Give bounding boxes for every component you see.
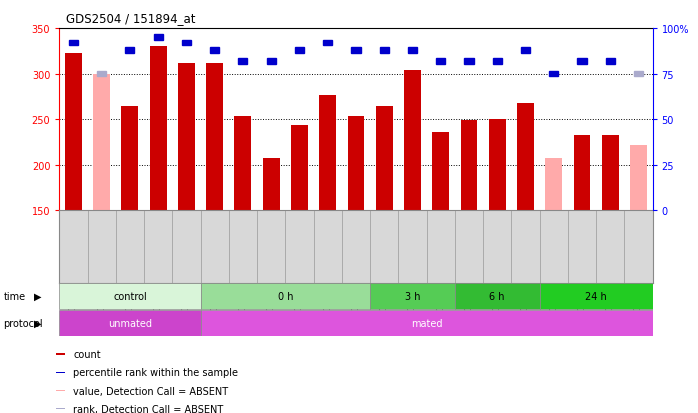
Text: value, Detection Call = ABSENT: value, Detection Call = ABSENT	[73, 386, 228, 396]
Bar	[432, 133, 450, 211]
Bar	[178, 64, 195, 211]
Bar	[239, 59, 248, 64]
Text: ▶: ▶	[34, 291, 41, 301]
Text: protocol: protocol	[3, 318, 43, 328]
Bar	[404, 71, 421, 211]
Bar	[380, 48, 389, 53]
Bar	[574, 136, 591, 211]
Bar	[182, 41, 191, 46]
Bar	[634, 71, 643, 77]
Bar	[59, 310, 200, 336]
Bar	[200, 283, 370, 309]
Text: count: count	[73, 349, 101, 359]
Text: ▶: ▶	[34, 318, 41, 328]
Bar	[267, 59, 276, 64]
Bar	[97, 71, 106, 77]
Text: 3 h: 3 h	[405, 291, 420, 301]
Bar	[461, 121, 477, 211]
Bar	[352, 48, 360, 53]
Bar	[464, 59, 473, 64]
Bar	[59, 283, 200, 309]
Bar	[121, 107, 138, 211]
Bar	[577, 59, 586, 64]
Bar	[455, 283, 540, 309]
Bar	[150, 47, 167, 211]
Bar	[235, 117, 251, 211]
Bar	[630, 145, 647, 211]
Bar	[56, 408, 65, 410]
Text: control: control	[113, 291, 147, 301]
Bar	[493, 59, 502, 64]
Bar	[489, 120, 506, 211]
Bar	[549, 71, 558, 77]
Bar	[521, 48, 530, 53]
Bar	[436, 59, 445, 64]
Bar	[348, 117, 364, 211]
Bar	[602, 136, 618, 211]
Bar	[262, 159, 280, 211]
Bar	[323, 41, 332, 46]
Text: unmated: unmated	[108, 318, 152, 328]
Bar	[606, 59, 615, 64]
Bar	[126, 48, 135, 53]
Text: 24 h: 24 h	[585, 291, 607, 301]
Bar	[65, 55, 82, 211]
Bar	[376, 107, 393, 211]
Bar	[56, 372, 65, 373]
Text: percentile rank within the sample: percentile rank within the sample	[73, 368, 238, 377]
Bar	[291, 125, 308, 211]
Bar	[319, 96, 336, 211]
Bar	[517, 103, 534, 211]
Bar	[56, 354, 65, 355]
Text: mated: mated	[411, 318, 443, 328]
Text: 0 h: 0 h	[278, 291, 293, 301]
Bar	[94, 75, 110, 211]
Bar	[210, 48, 219, 53]
Bar	[540, 283, 653, 309]
Bar	[370, 283, 455, 309]
Text: 6 h: 6 h	[489, 291, 505, 301]
Bar	[545, 159, 562, 211]
Text: GDS2504 / 151894_at: GDS2504 / 151894_at	[66, 12, 196, 25]
Text: rank, Detection Call = ABSENT: rank, Detection Call = ABSENT	[73, 404, 223, 413]
Bar	[206, 64, 223, 211]
Bar	[295, 48, 304, 53]
Bar	[408, 48, 417, 53]
Bar	[154, 35, 163, 41]
Bar	[56, 390, 65, 391]
Bar	[200, 310, 653, 336]
Bar	[69, 41, 78, 46]
Text: time: time	[3, 291, 26, 301]
